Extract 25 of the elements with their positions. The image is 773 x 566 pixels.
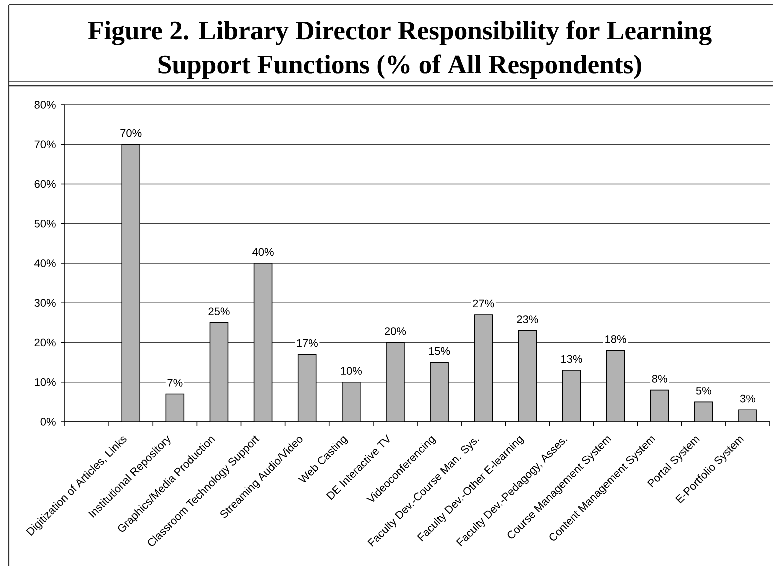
data-label: 13% (562, 355, 582, 364)
y-tick-label: 30% (34, 299, 56, 308)
y-tick-label: 70% (34, 140, 56, 149)
chart-title: Figure 2. Library Director Responsibility for Learning Support Functions (% of All Respondents) (88, 20, 712, 80)
data-label: 40% (252, 248, 274, 256)
y-tick-label: 0% (40, 418, 56, 426)
y-tick-label: 40% (34, 260, 56, 268)
data-label: 18% (606, 335, 626, 344)
y-tick-label: 60% (34, 180, 56, 188)
y-tick-label: 80% (34, 101, 56, 109)
y-tick-label: 10% (35, 378, 56, 386)
data-label: 70% (120, 129, 142, 138)
data-label: 23% (517, 316, 538, 324)
data-label: 3% (740, 394, 756, 403)
data-label: 15% (429, 347, 450, 356)
data-label: 20% (385, 328, 406, 336)
data-label: 17% (297, 339, 318, 348)
y-tick-label: 20% (34, 338, 56, 347)
data-label: 25% (208, 308, 230, 316)
data-label: 8% (652, 375, 668, 383)
data-label: 27% (473, 300, 494, 308)
data-label: 10% (341, 367, 362, 375)
data-label: 7% (168, 379, 183, 387)
y-tick-label: 50% (34, 220, 56, 228)
data-label: 5% (696, 387, 712, 395)
